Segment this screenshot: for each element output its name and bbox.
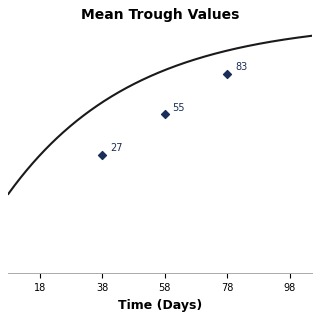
Point	[100, 152, 105, 157]
Text: 27: 27	[110, 143, 123, 153]
Point	[225, 71, 230, 76]
Title: Mean Trough Values: Mean Trough Values	[81, 8, 239, 22]
Text: 83: 83	[235, 62, 247, 72]
X-axis label: Time (Days): Time (Days)	[118, 299, 202, 312]
Point	[162, 112, 167, 117]
Text: 55: 55	[172, 103, 185, 113]
